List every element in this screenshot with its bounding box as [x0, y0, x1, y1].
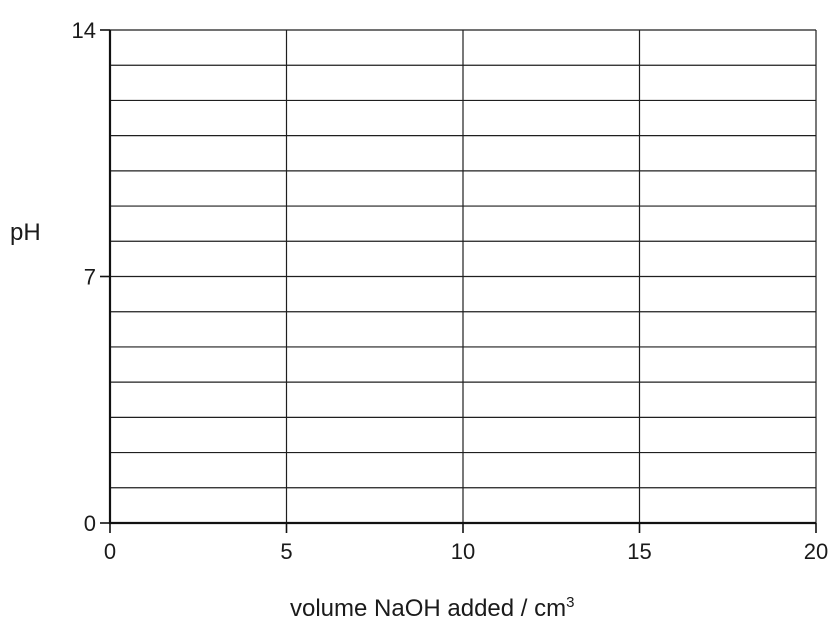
y-tick-label: 0 — [84, 511, 96, 536]
x-tick-label: 10 — [451, 539, 475, 564]
x-tick-label: 5 — [280, 539, 292, 564]
x-tick-label: 0 — [104, 539, 116, 564]
y-tick-label: 14 — [72, 18, 96, 43]
chart-grid — [109, 29, 817, 524]
y-tick-label: 7 — [84, 265, 96, 290]
x-axis-label-text: volume NaOH added / cm — [290, 595, 566, 622]
x-tick-label: 15 — [627, 539, 651, 564]
x-axis-label-superscript: 3 — [566, 594, 574, 611]
y-axis-label: pH — [10, 219, 41, 246]
x-tick-label: 20 — [804, 539, 828, 564]
x-axis-label: volume NaOH added / cm3 — [290, 594, 574, 622]
chart-ticks: 0 7 14 0 5 10 15 20 — [72, 18, 829, 564]
